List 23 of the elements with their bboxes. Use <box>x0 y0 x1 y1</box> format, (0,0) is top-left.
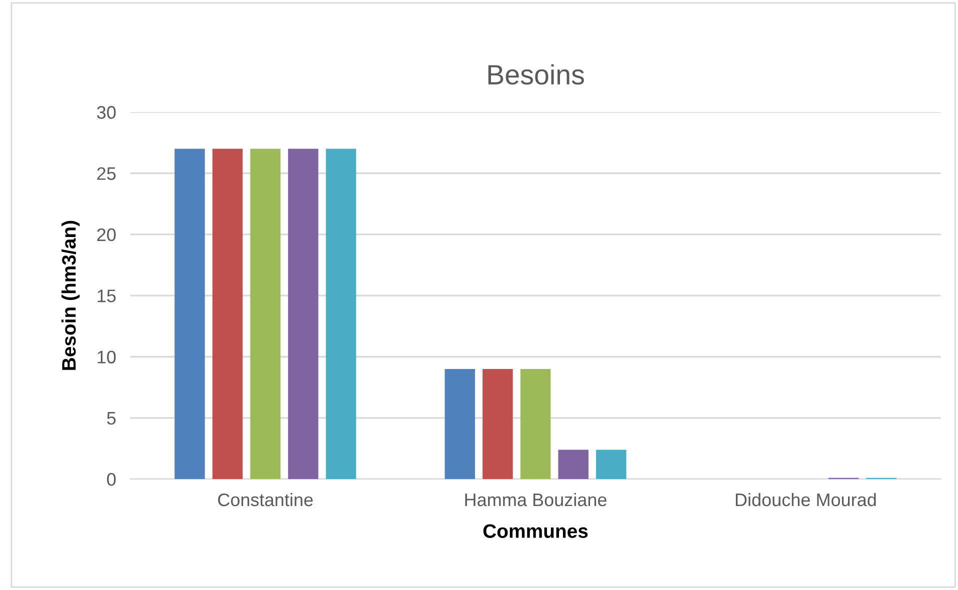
y-tick-label: 15 <box>98 290 116 302</box>
bar <box>174 148 205 480</box>
x-axis-title: Communes <box>483 524 588 538</box>
x-tick-label: Didouche Mourad <box>736 492 876 506</box>
y-tick-label: 30 <box>97 106 116 119</box>
y-tick-label: 20 <box>97 228 116 242</box>
bar <box>596 450 626 480</box>
x-tick-label: Constantine <box>218 492 313 506</box>
bar <box>288 148 318 480</box>
bar <box>326 148 356 480</box>
y-tick-label: 25 <box>97 167 116 180</box>
bar <box>444 368 476 480</box>
bar <box>482 368 513 480</box>
y-tick-label: 5 <box>107 412 116 425</box>
x-tick-label: Hamma Bouziane <box>465 492 606 506</box>
bar <box>558 450 588 480</box>
bar <box>212 148 243 480</box>
chart-title: Besoins <box>488 64 584 85</box>
y-tick-label: 10 <box>98 350 116 364</box>
y-tick-label: 0 <box>107 473 116 486</box>
y-axis-title: Besoin (hm3/an) <box>62 220 80 370</box>
bar <box>520 368 551 480</box>
bar <box>250 148 280 480</box>
